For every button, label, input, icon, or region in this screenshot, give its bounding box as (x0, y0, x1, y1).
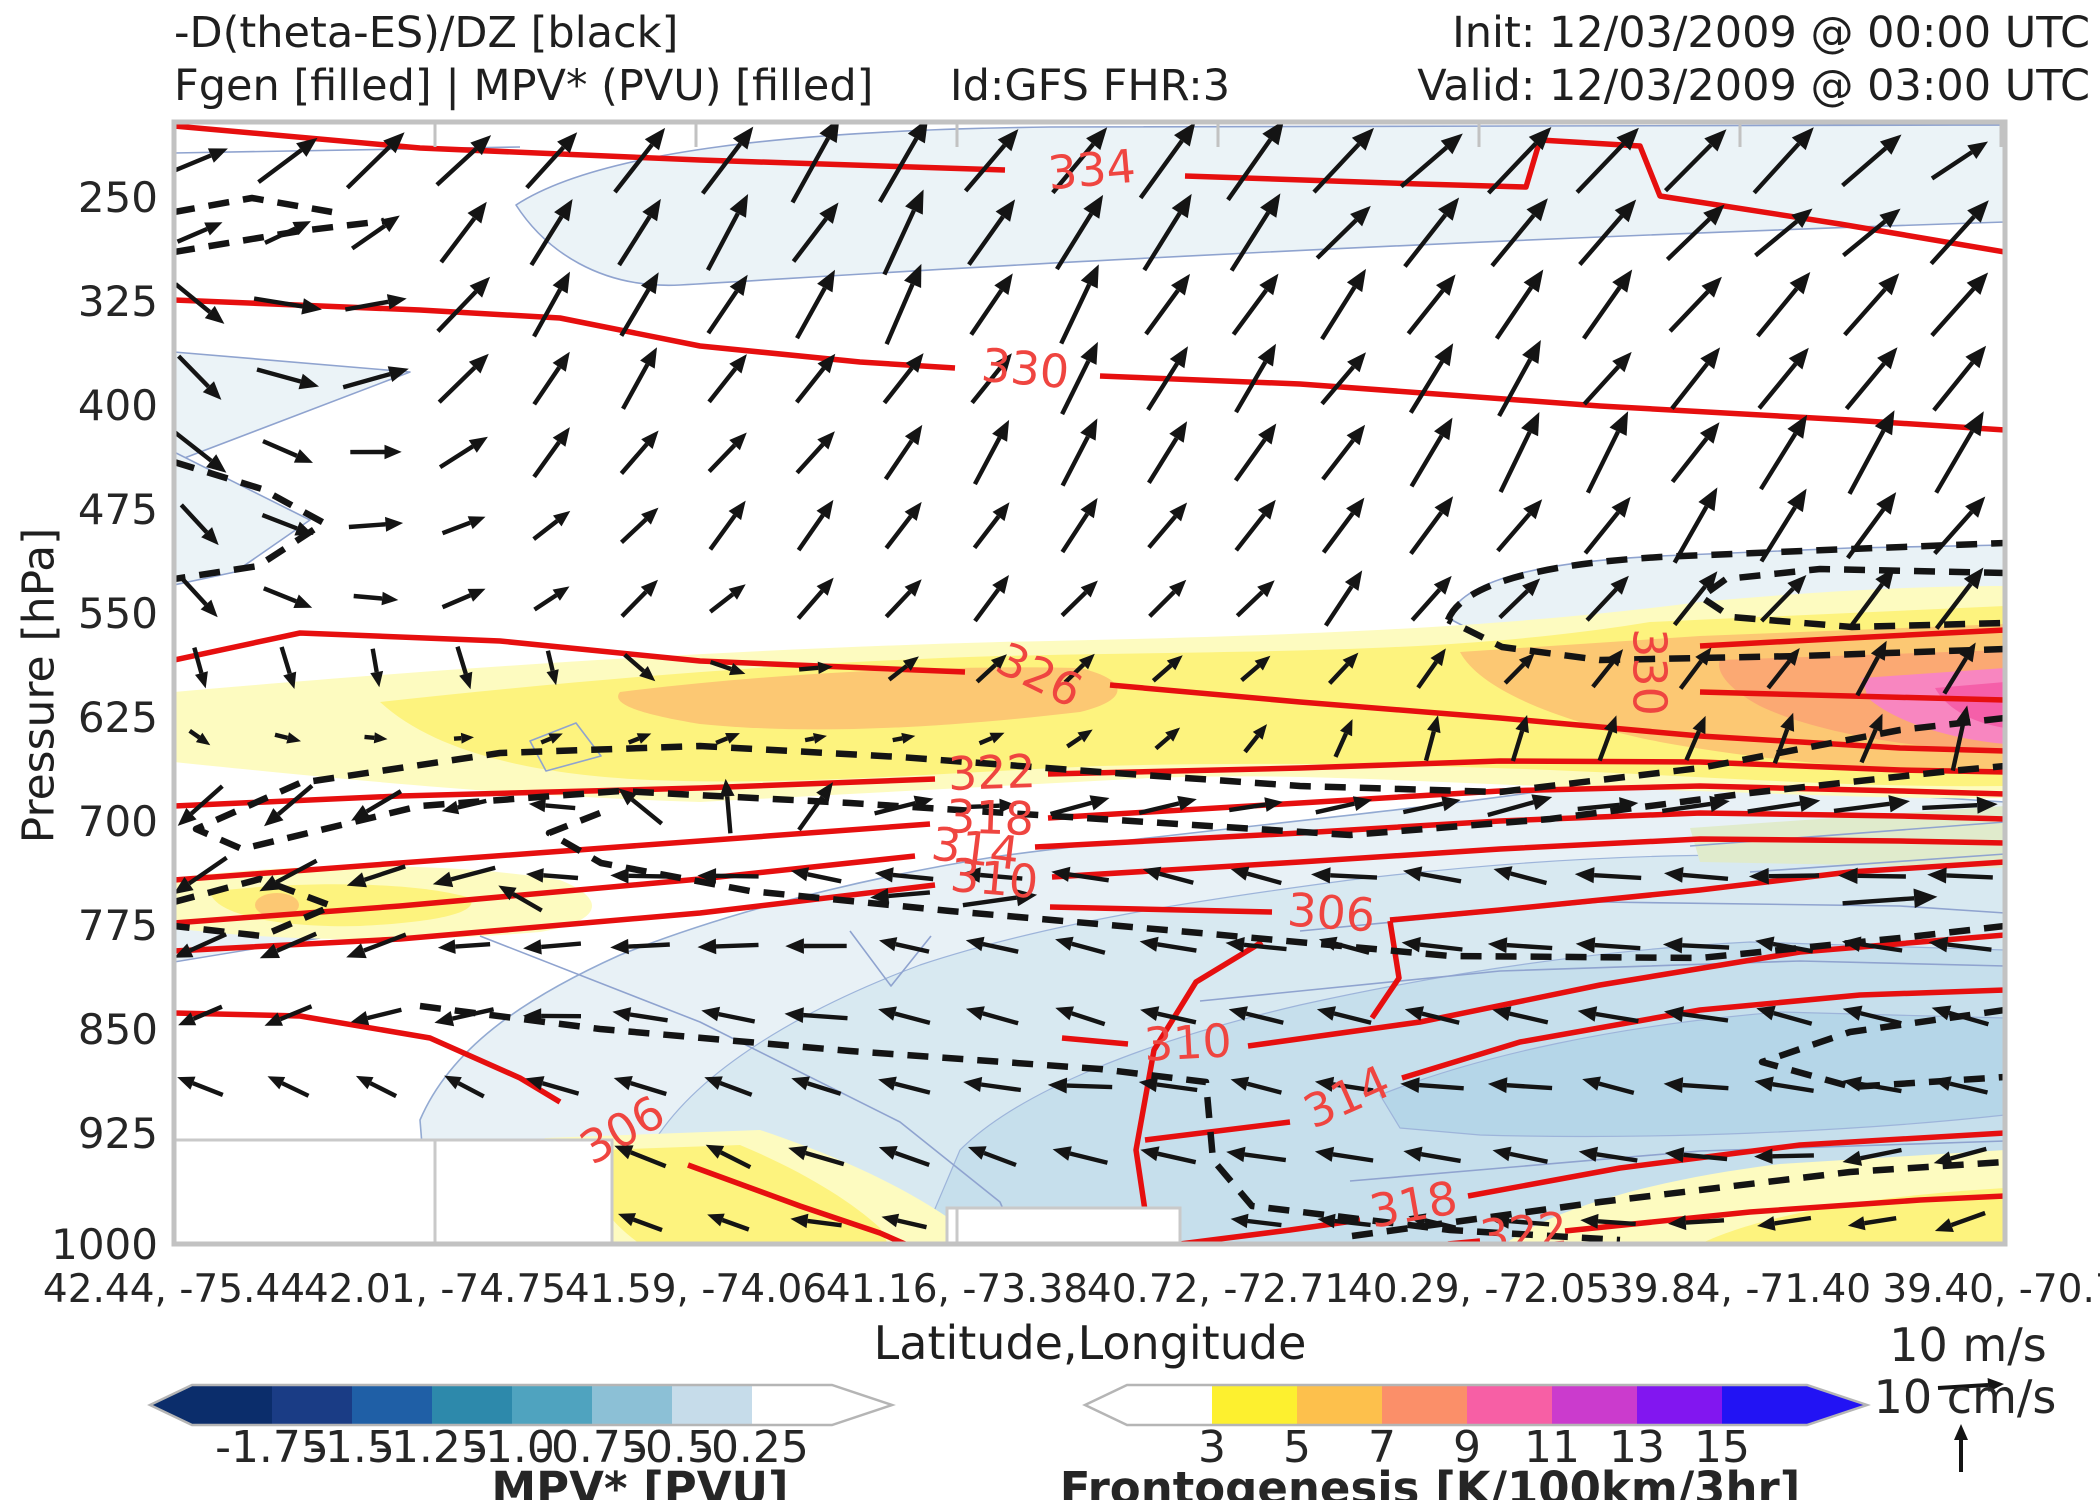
vertical-velocity-scale-label: 10 cm/s (1873, 1370, 2057, 1424)
svg-text:42.44, -75.44: 42.44, -75.44 (43, 1267, 305, 1312)
svg-text:314: 314 (929, 816, 1023, 880)
svg-text:318: 318 (945, 789, 1035, 846)
svg-text:-0.5: -0.5 (629, 1422, 715, 1473)
svg-text:-1.75: -1.75 (215, 1422, 329, 1473)
colorbar: 3 5 7 9 11 13 15 (1082, 1383, 1871, 1473)
svg-text:325: 325 (78, 277, 158, 326)
svg-text:625: 625 (78, 693, 158, 742)
svg-text:9: 9 (1453, 1422, 1481, 1473)
svg-text:7: 7 (1368, 1422, 1396, 1473)
colorbar: -1.75-1.5-1.25-1.0-0.75-0.5-0.25 (147, 1383, 896, 1473)
title-init-time: Init: 12/03/2009 @ 00:00 UTC (1452, 8, 2090, 58)
svg-text:3: 3 (1198, 1422, 1226, 1473)
colorbar-mpv-caption: MPV* [PVU] (491, 1462, 789, 1500)
svg-text:334: 334 (1046, 139, 1138, 200)
title-model-id: Id:GFS FHR:3 (949, 61, 1231, 111)
title-valid-time: Valid: 12/03/2009 @ 03:00 UTC (1417, 61, 2090, 111)
svg-text:330: 330 (979, 338, 1071, 399)
svg-text:1000: 1000 (51, 1220, 158, 1269)
title-line1: -D(theta-ES)/DZ [black] (174, 8, 679, 58)
svg-text:40.29, -72.05: 40.29, -72.05 (1348, 1267, 1610, 1312)
svg-text:550: 550 (78, 589, 158, 638)
svg-text:775: 775 (78, 901, 158, 950)
svg-text:322: 322 (947, 744, 1037, 801)
svg-text:39.84, -71.40: 39.84, -71.40 (1609, 1267, 1871, 1312)
svg-text:250: 250 (78, 173, 158, 222)
x-axis-label: Latitude,Longitude (873, 1316, 1307, 1370)
svg-text:41.59, -74.06: 41.59, -74.06 (565, 1267, 827, 1312)
svg-text:13: 13 (1609, 1422, 1665, 1473)
y-axis-label: Pressure [hPa] (13, 527, 65, 844)
wind-vectors (174, 122, 1998, 1233)
wind-scale-label: 10 m/s (1889, 1318, 2047, 1372)
svg-text:322: 322 (1477, 1201, 1570, 1264)
svg-text:-1.25: -1.25 (375, 1422, 489, 1473)
svg-text:-1.0: -1.0 (469, 1422, 555, 1473)
svg-text:400: 400 (78, 381, 158, 430)
svg-text:306: 306 (1286, 883, 1377, 943)
svg-text:925: 925 (78, 1109, 158, 1158)
svg-text:11: 11 (1524, 1422, 1580, 1473)
svg-text:-0.25: -0.25 (695, 1422, 809, 1473)
plot-frame (171, 119, 2008, 1247)
y-tick-labels: 250 325 400 475 550 625 700 775 850 925 1000 (51, 173, 158, 1269)
terrain-mask (174, 1138, 1182, 1244)
svg-text:39.40, -70.7: 39.40, -70.7 (1882, 1267, 2100, 1312)
title-line2: Fgen [filled] | MPV* (PVU) [filled] (174, 61, 874, 111)
svg-text:-0.75: -0.75 (535, 1422, 649, 1473)
svg-text:41.16, -73.38: 41.16, -73.38 (826, 1267, 1088, 1312)
stability-dashed-contours (174, 194, 2005, 1244)
svg-text:-1.5: -1.5 (309, 1422, 395, 1473)
svg-text:310: 310 (948, 848, 1040, 909)
colorbar-frontogenesis-caption: Frontogenesis [K/100km/3hr] (1059, 1462, 1801, 1500)
svg-text:475: 475 (78, 485, 158, 534)
svg-text:42.01, -74.75: 42.01, -74.75 (304, 1267, 566, 1312)
svg-text:310: 310 (1143, 1013, 1234, 1072)
svg-text:15: 15 (1694, 1422, 1750, 1473)
svg-text:330: 330 (1623, 628, 1677, 716)
svg-text:850: 850 (78, 1005, 158, 1054)
svg-text:5: 5 (1283, 1422, 1311, 1473)
svg-text:40.72, -72.71: 40.72, -72.71 (1087, 1267, 1349, 1312)
svg-text:700: 700 (78, 797, 158, 846)
